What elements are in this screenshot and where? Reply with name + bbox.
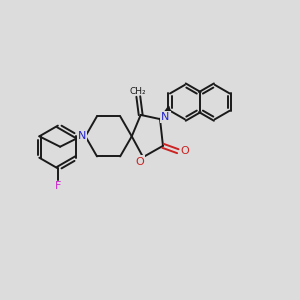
Text: CH₂: CH₂ bbox=[130, 87, 147, 96]
Text: N: N bbox=[78, 131, 86, 141]
Text: O: O bbox=[135, 157, 144, 166]
Text: N: N bbox=[161, 112, 170, 122]
Text: F: F bbox=[55, 181, 61, 191]
Text: O: O bbox=[180, 146, 189, 156]
